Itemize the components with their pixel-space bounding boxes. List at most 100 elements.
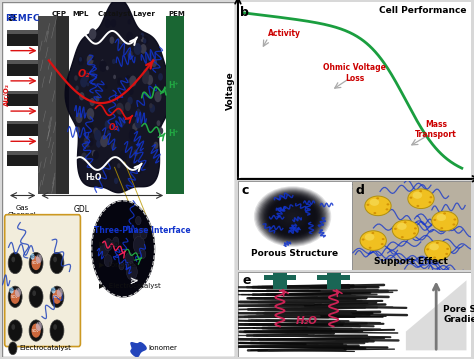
Circle shape	[119, 117, 125, 126]
Circle shape	[142, 74, 149, 84]
Text: H⁺: H⁺	[36, 254, 41, 258]
Circle shape	[376, 197, 379, 199]
Text: Activity: Activity	[268, 29, 301, 38]
Circle shape	[80, 76, 87, 88]
Text: PEMFC: PEMFC	[5, 14, 39, 23]
Circle shape	[107, 130, 110, 135]
Circle shape	[419, 190, 422, 192]
Text: Gas
Channel: Gas Channel	[8, 205, 36, 218]
Circle shape	[100, 39, 102, 43]
Circle shape	[125, 102, 131, 111]
Circle shape	[132, 123, 138, 131]
Circle shape	[137, 108, 139, 113]
Text: H⁺: H⁺	[15, 288, 20, 292]
Circle shape	[113, 237, 119, 247]
Circle shape	[264, 194, 321, 239]
Circle shape	[125, 75, 131, 85]
Circle shape	[154, 142, 158, 149]
Circle shape	[429, 196, 432, 198]
Text: Catalyst Layer: Catalyst Layer	[98, 11, 155, 17]
Bar	[166, 16, 183, 194]
Circle shape	[392, 220, 419, 240]
Circle shape	[36, 322, 42, 331]
Circle shape	[436, 242, 439, 244]
Polygon shape	[7, 153, 38, 166]
Text: O₂: O₂	[77, 69, 90, 79]
Bar	[7, 30, 38, 34]
Text: e: e	[243, 274, 251, 287]
Circle shape	[289, 214, 296, 219]
Circle shape	[263, 193, 322, 240]
Bar	[7, 90, 38, 94]
Circle shape	[104, 171, 109, 180]
Bar	[7, 121, 38, 125]
Circle shape	[119, 150, 127, 162]
Circle shape	[139, 35, 142, 39]
Text: H⁺: H⁺	[168, 129, 179, 138]
Circle shape	[454, 218, 456, 220]
Circle shape	[365, 196, 391, 216]
Polygon shape	[406, 280, 466, 350]
Text: H₂O: H₂O	[9, 288, 15, 292]
Circle shape	[31, 323, 41, 338]
Circle shape	[140, 250, 146, 258]
Text: d: d	[356, 183, 364, 197]
Circle shape	[9, 342, 17, 355]
Text: a: a	[7, 11, 16, 24]
Circle shape	[30, 253, 35, 260]
Circle shape	[111, 143, 116, 150]
Circle shape	[279, 206, 306, 227]
Text: H₂O: H₂O	[296, 316, 318, 326]
Circle shape	[91, 56, 94, 60]
Circle shape	[278, 205, 307, 228]
Circle shape	[128, 19, 131, 24]
Bar	[7, 151, 38, 155]
Circle shape	[425, 241, 451, 260]
Circle shape	[446, 248, 449, 250]
Circle shape	[50, 320, 64, 341]
Text: SO₃: SO₃	[32, 261, 39, 265]
Bar	[317, 275, 350, 280]
Circle shape	[381, 243, 383, 245]
Circle shape	[128, 78, 132, 83]
Text: e⁻: e⁻	[131, 278, 139, 284]
Circle shape	[269, 198, 316, 235]
Polygon shape	[7, 92, 38, 106]
Circle shape	[133, 236, 145, 254]
Circle shape	[129, 83, 132, 87]
Circle shape	[57, 288, 63, 297]
Circle shape	[99, 60, 107, 72]
Circle shape	[372, 232, 374, 234]
Circle shape	[283, 209, 302, 224]
Y-axis label: Voltage: Voltage	[226, 71, 235, 110]
Circle shape	[129, 75, 137, 87]
Text: Ohmic Voltage
Loss: Ohmic Voltage Loss	[323, 63, 386, 83]
Circle shape	[136, 216, 141, 225]
Circle shape	[117, 78, 123, 86]
Circle shape	[134, 229, 142, 242]
Circle shape	[11, 290, 15, 296]
Circle shape	[145, 50, 150, 57]
Bar	[327, 274, 340, 289]
Text: H⁺: H⁺	[168, 81, 179, 90]
Circle shape	[437, 214, 446, 221]
Circle shape	[125, 253, 133, 265]
Polygon shape	[131, 343, 146, 356]
Text: SO₃: SO₃	[11, 295, 18, 299]
Circle shape	[31, 256, 41, 270]
Circle shape	[119, 262, 124, 270]
Circle shape	[144, 160, 149, 167]
Circle shape	[93, 127, 98, 135]
Circle shape	[36, 254, 42, 264]
Circle shape	[265, 195, 320, 238]
Polygon shape	[7, 32, 38, 46]
Circle shape	[95, 95, 100, 102]
Circle shape	[259, 190, 326, 243]
Circle shape	[100, 135, 108, 147]
Circle shape	[8, 286, 22, 307]
Circle shape	[149, 103, 153, 108]
Text: Ionomer: Ionomer	[149, 345, 178, 351]
Circle shape	[404, 221, 407, 223]
Circle shape	[382, 238, 384, 240]
Circle shape	[8, 252, 22, 274]
